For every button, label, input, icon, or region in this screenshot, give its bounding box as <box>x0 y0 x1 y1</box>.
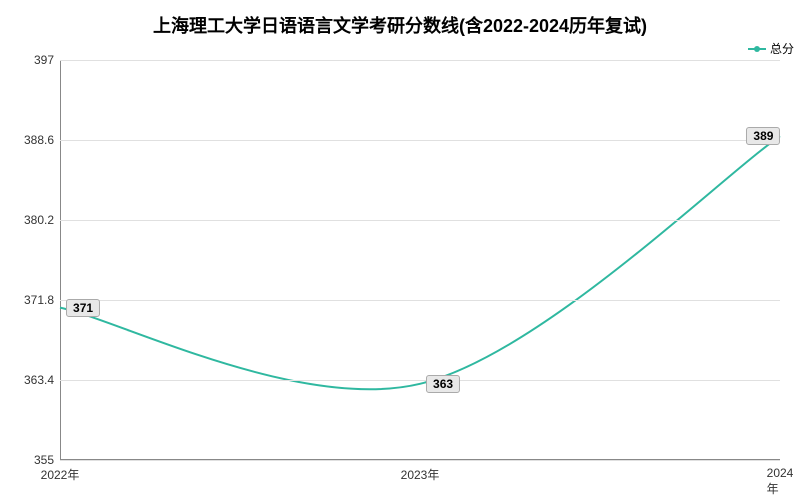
line-path-svg <box>60 60 780 460</box>
y-gridline <box>60 220 780 221</box>
y-tick-label: 388.6 <box>24 133 60 147</box>
plot-area: 355363.4371.8380.2388.63972022年2023年2024… <box>60 60 780 460</box>
y-tick-label: 371.8 <box>24 293 60 307</box>
y-gridline <box>60 140 780 141</box>
data-point-label: 389 <box>746 127 780 145</box>
chart-title: 上海理工大学日语语言文学考研分数线(含2022-2024历年复试) <box>0 12 800 38</box>
data-point-label: 363 <box>426 375 460 393</box>
x-tick-label: 2022年 <box>41 460 80 483</box>
legend: 总分 <box>748 40 794 57</box>
legend-label: 总分 <box>770 40 794 57</box>
y-tick-label: 397 <box>34 53 60 67</box>
y-tick-label: 380.2 <box>24 213 60 227</box>
x-tick-label: 2023年 <box>401 460 440 483</box>
legend-dot <box>754 46 760 52</box>
y-tick-label: 363.4 <box>24 373 60 387</box>
x-tick-label: 2024年 <box>767 460 794 497</box>
y-gridline <box>60 60 780 61</box>
legend-line <box>748 48 766 50</box>
series-line <box>60 136 780 389</box>
chart-container: 上海理工大学日语语言文学考研分数线(含2022-2024历年复试) 总分 355… <box>0 0 800 500</box>
y-gridline <box>60 380 780 381</box>
y-gridline <box>60 300 780 301</box>
data-point-label: 371 <box>66 299 100 317</box>
